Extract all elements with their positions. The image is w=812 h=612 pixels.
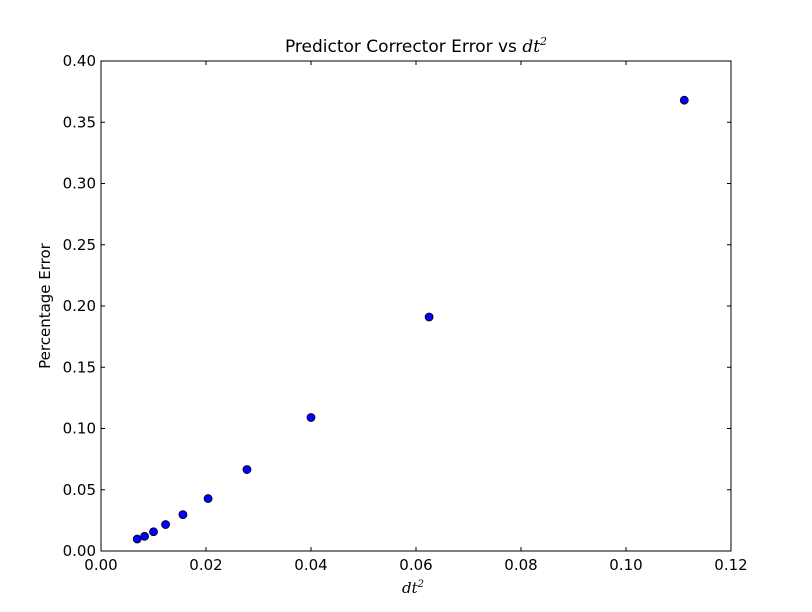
data-point-0	[132, 534, 142, 544]
data-point-9	[679, 95, 689, 105]
x-axis-label: dt2	[402, 579, 424, 597]
y-tick-label-3: 0.15	[63, 358, 96, 376]
y-tick-label-2: 0.10	[63, 420, 96, 438]
x-axis-ticks: 0.00 0.02 0.04 0.06 0.08 0.10 0.12	[84, 61, 748, 574]
data-point-3	[161, 520, 170, 529]
chart-title: Predictor Corrector Error vs dt2	[285, 35, 547, 57]
x-tick-label-5: 0.10	[609, 556, 642, 574]
y-tick-label-6: 0.30	[63, 175, 96, 193]
plot-frame	[100, 60, 732, 552]
y-tick-label-7: 0.35	[63, 113, 96, 131]
y-tick-label-1: 0.05	[63, 481, 96, 499]
x-tick-label-2: 0.04	[294, 556, 327, 574]
chart-title-text: Predictor Corrector Error vs	[285, 37, 522, 57]
data-markers	[132, 95, 689, 544]
x-tick-label-0: 0.00	[84, 556, 117, 574]
chart-title-math: dt	[522, 37, 540, 57]
y-tick-label-0: 0.00	[63, 542, 96, 560]
y-axis-label: Percentage Error	[36, 242, 54, 369]
plot-area: 0.00 0.02 0.04 0.06 0.08 0.10 0.12 0.00 0.05 0.1…	[63, 52, 748, 574]
data-point-4	[178, 510, 188, 520]
data-point-5	[203, 494, 213, 503]
y-tick-label-5: 0.25	[63, 236, 96, 254]
y-axis-ticks: 0.00 0.05 0.10 0.15 0.20 0.25 0.30 0.35 0.40	[63, 52, 731, 560]
y-tick-label-8: 0.40	[63, 52, 96, 70]
x-tick-label-3: 0.06	[399, 556, 432, 574]
data-point-2	[149, 527, 158, 537]
data-point-7	[306, 413, 316, 422]
x-axis-label-exponent: 2	[417, 579, 424, 590]
x-axis-label-base: dt	[402, 579, 419, 597]
y-tick-label-4: 0.20	[63, 297, 96, 315]
x-tick-label-1: 0.02	[189, 556, 222, 574]
data-point-8	[424, 312, 434, 322]
x-tick-label-4: 0.08	[504, 556, 537, 574]
x-tick-label-6: 0.12	[714, 556, 747, 574]
data-point-6	[242, 465, 252, 474]
chart-title-math-exponent: 2	[539, 35, 547, 48]
data-point-1	[140, 531, 149, 541]
